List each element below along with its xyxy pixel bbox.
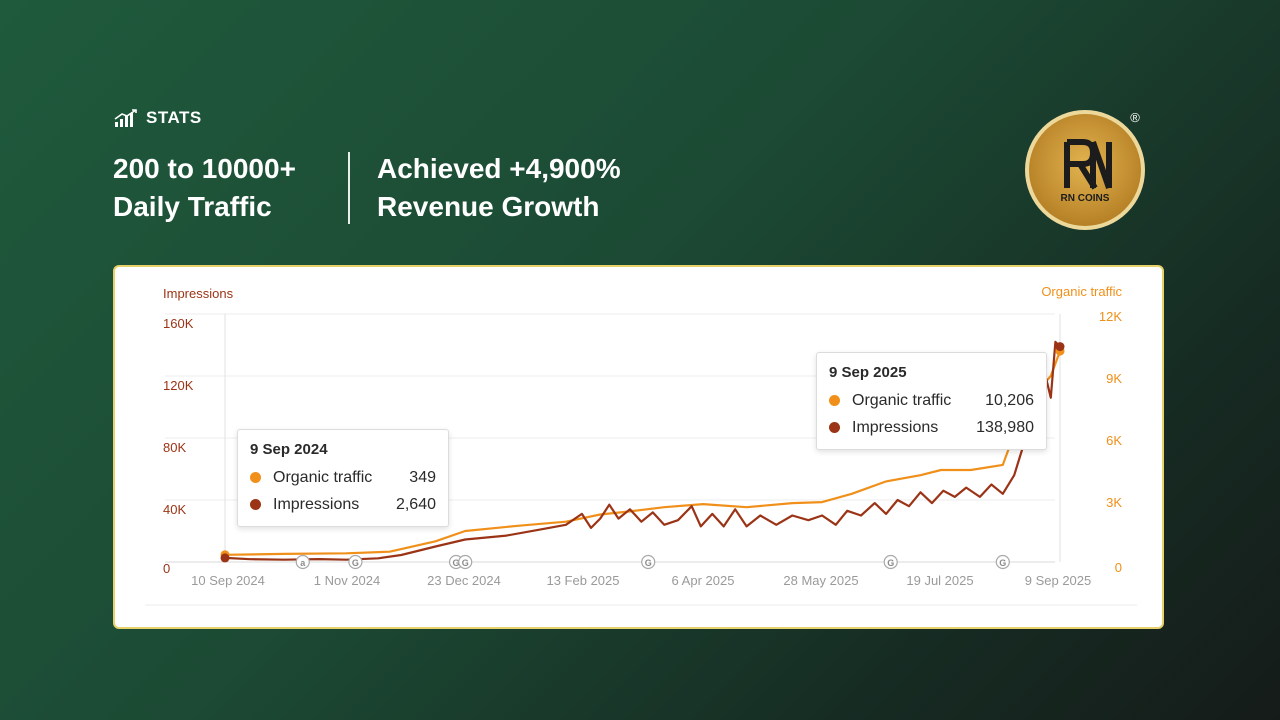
tooltip-value: 2,640 xyxy=(395,495,436,513)
organic-dot-icon xyxy=(829,395,840,406)
rn-coins-logo: RN COINS ® xyxy=(1025,110,1145,230)
registered-mark: ® xyxy=(1130,110,1140,125)
traffic-headline-line2: Daily Traffic xyxy=(113,191,272,222)
data-point-marker xyxy=(1055,342,1065,352)
revenue-headline-line2: Revenue Growth xyxy=(377,191,600,222)
annotation-marker-icon xyxy=(641,554,656,570)
right-axis-title: Organic traffic xyxy=(1041,284,1122,299)
traffic-headline: 200 to 10000+ Daily Traffic xyxy=(113,150,296,226)
left-tick-label: 80K xyxy=(163,440,186,455)
impressions-dot-icon xyxy=(250,499,261,510)
left-tick-label: 0 xyxy=(163,561,170,576)
x-tick-label: 13 Feb 2025 xyxy=(546,573,619,588)
impressions-dot-icon xyxy=(829,422,840,433)
left-tick-label: 160K xyxy=(163,316,194,331)
right-tick-label: 12K xyxy=(1099,309,1122,324)
organic-dot-icon xyxy=(250,472,261,483)
stats-label-text: STATS xyxy=(146,108,202,127)
x-tick-label: 19 Jul 2025 xyxy=(906,573,973,588)
tooltip-series-name: Impressions xyxy=(273,495,360,513)
bar-chart-icon xyxy=(114,109,137,127)
tooltip-series-name: Impressions xyxy=(852,418,939,436)
annotation-marker-label: G xyxy=(887,558,894,568)
x-tick-label: 28 May 2025 xyxy=(783,573,858,588)
annotation-marker-icon xyxy=(883,554,898,570)
x-tick-label: 6 Apr 2025 xyxy=(672,573,735,588)
tooltip-start-impressions-row: Impressions 2,640 xyxy=(250,491,436,518)
headline-divider xyxy=(348,152,350,224)
x-tick-label: 10 Sep 2024 xyxy=(191,573,265,588)
x-tick-label: 1 Nov 2024 xyxy=(314,573,381,588)
left-tick-label: 120K xyxy=(163,378,194,393)
x-tick-label: 9 Sep 2025 xyxy=(1025,573,1092,588)
annotation-marker-label: G xyxy=(352,558,359,568)
annotation-marker-label: G xyxy=(462,558,469,568)
right-tick-label: 3K xyxy=(1106,495,1122,510)
tooltip-end-impressions-row: Impressions 138,980 xyxy=(829,414,1034,441)
annotation-marker-icon xyxy=(995,554,1010,570)
annotation-marker-icon xyxy=(295,554,310,570)
traffic-headline-line1: 200 to 10000+ xyxy=(113,153,296,184)
right-tick-label: 6K xyxy=(1106,433,1122,448)
right-tick-label: 0 xyxy=(1115,560,1122,575)
tooltip-series-name: Organic traffic xyxy=(852,391,952,409)
tooltip-value: 138,980 xyxy=(976,418,1034,436)
annotation-marker-label: G xyxy=(645,558,652,568)
revenue-headline: Achieved +4,900% Revenue Growth xyxy=(377,150,621,226)
annotation-marker-icon xyxy=(458,554,473,570)
stats-label: STATS xyxy=(114,108,202,128)
impressions-line xyxy=(224,340,1061,561)
data-point-marker xyxy=(220,553,230,563)
chart-card: Impressions Organic traffic 0 0 40K 3K 80K 6K 12… xyxy=(113,265,1164,629)
tooltip-start-organic-row: Organic traffic 349 xyxy=(250,464,436,491)
tooltip-end-organic-row: Organic traffic 10,206 xyxy=(829,387,1034,414)
tooltip-start-date: 9 Sep 2024 xyxy=(250,441,328,458)
right-tick-label: 9K xyxy=(1106,371,1122,386)
logo-text: RN COINS xyxy=(1061,193,1110,204)
tooltip-value: 349 xyxy=(409,468,436,486)
tooltip-end-date: 9 Sep 2025 xyxy=(829,364,907,381)
left-tick-label: 40K xyxy=(163,502,186,517)
annotation-marker-label: G xyxy=(453,558,460,568)
tooltip-end: 9 Sep 2025 Organic traffic 10,206 Impres… xyxy=(816,352,1047,450)
tooltip-value: 10,206 xyxy=(985,391,1034,409)
x-tick-label: 23 Dec 2024 xyxy=(427,573,501,588)
annotation-marker-label: G xyxy=(999,558,1006,568)
revenue-headline-line1: Achieved +4,900% xyxy=(377,153,621,184)
annotation-marker-label: a xyxy=(300,558,306,568)
tooltip-series-name: Organic traffic xyxy=(273,468,373,486)
annotation-marker-icon xyxy=(348,554,363,570)
left-axis-title: Impressions xyxy=(163,286,234,301)
tooltip-start: 9 Sep 2024 Organic traffic 349 Impressio… xyxy=(237,429,449,527)
